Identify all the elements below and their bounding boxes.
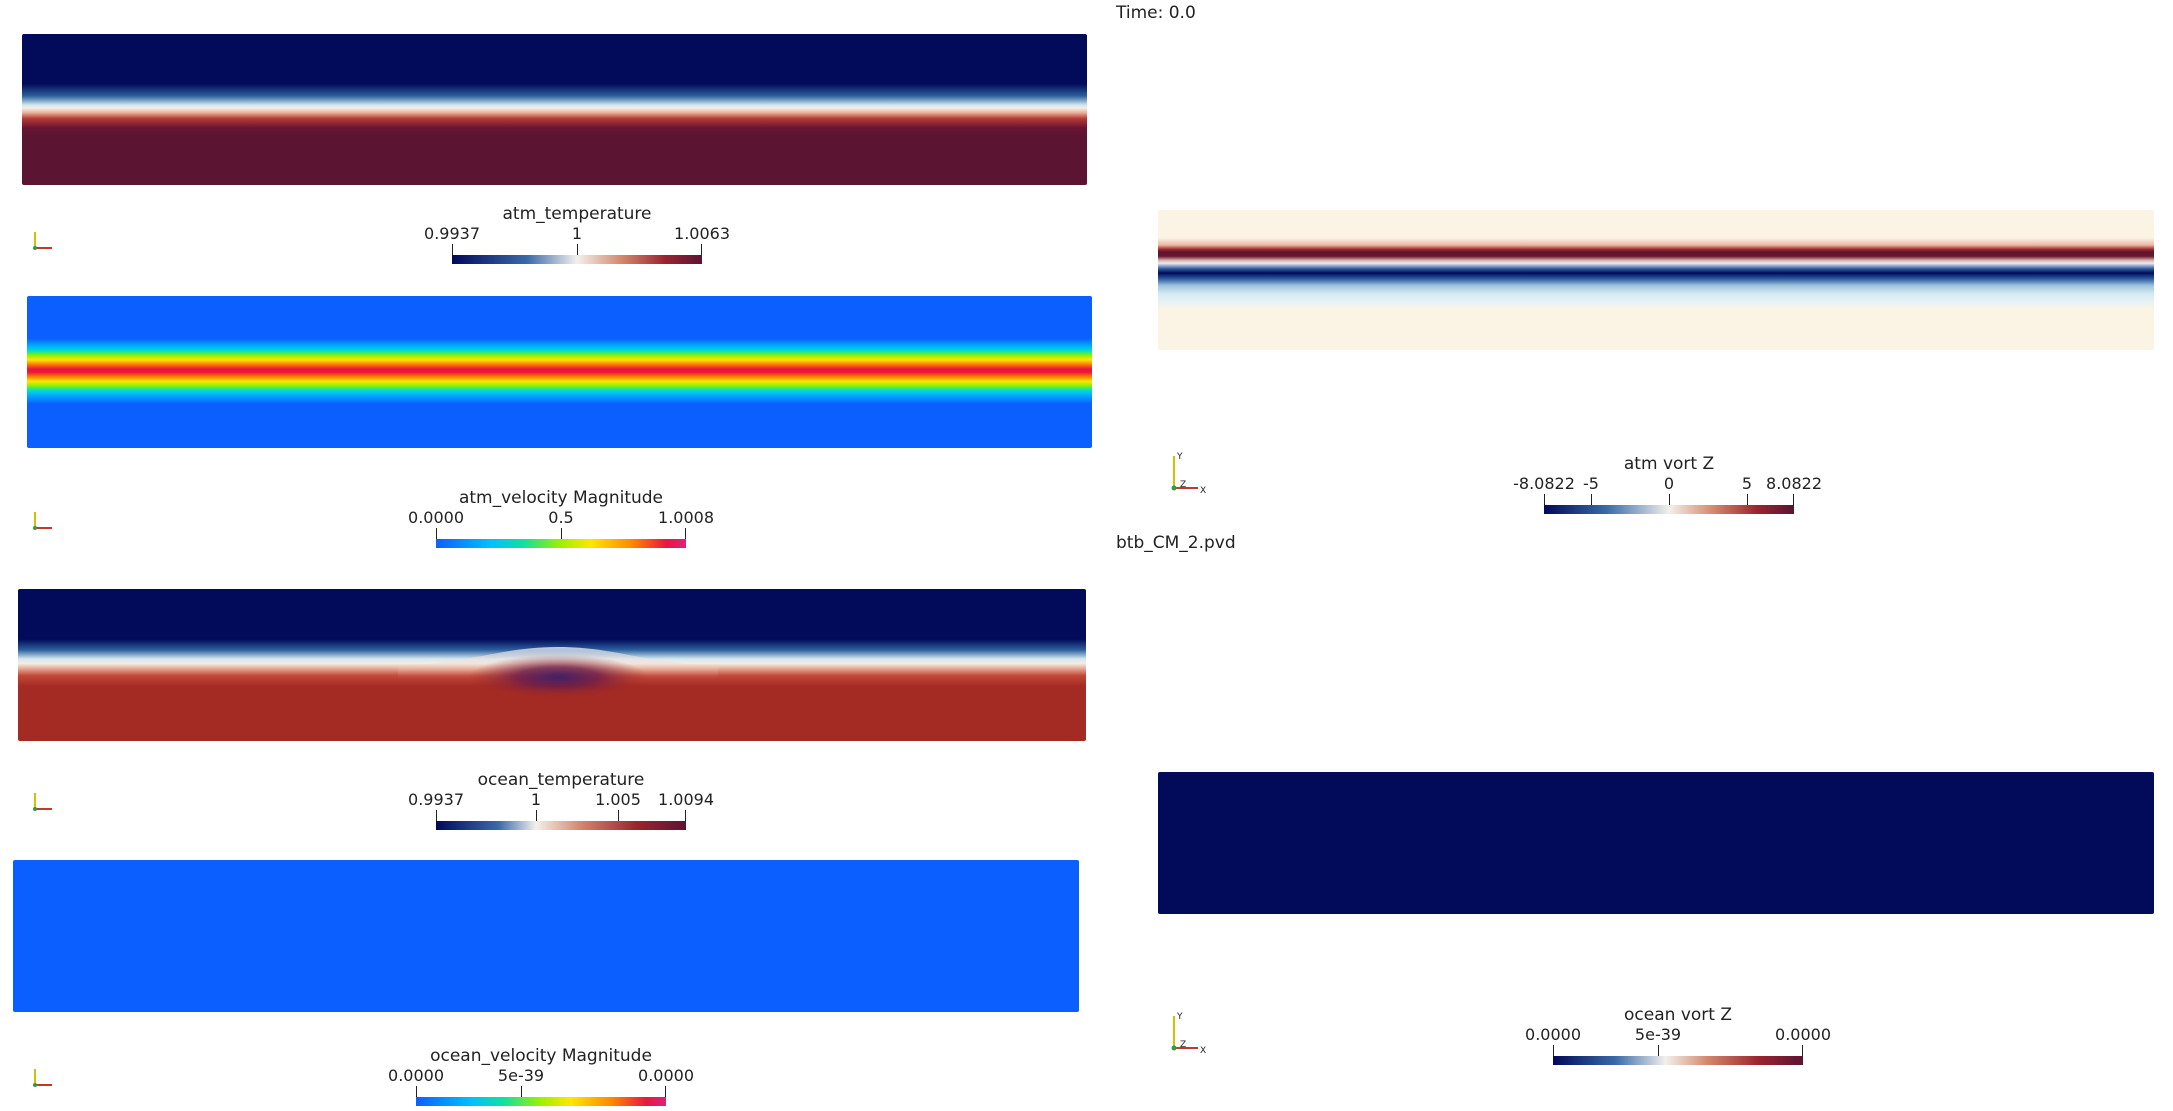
colorbar-tick-label: 0.9937 xyxy=(424,224,480,243)
ocean-velocity-colorbar-title: ocean_velocity Magnitude xyxy=(430,1046,652,1066)
axes-triad-icon xyxy=(32,506,76,550)
colorbar-tick-label: 5e-39 xyxy=(1634,1025,1682,1044)
ocean-temperature-colorbar: ocean_temperature 0.9937 1 1.005 1.0094 xyxy=(408,770,714,830)
colorbar-gradient xyxy=(436,821,686,830)
colorbar-tick xyxy=(1553,1045,1554,1056)
axis-z-label: Z xyxy=(1180,1040,1186,1050)
colorbar-tick-label: 0.0000 xyxy=(388,1066,444,1085)
ocean-velocity-field[interactable] xyxy=(13,860,1079,1012)
ocean-velocity-colorbar: ocean_velocity Magnitude 0.0000 5e-39 0.… xyxy=(388,1046,694,1106)
axis-x-label: X xyxy=(1200,486,1206,494)
colorbar-tick-label: 5e-39 xyxy=(497,1066,545,1085)
colorbar-tick xyxy=(1669,494,1670,505)
colorbar-gradient xyxy=(1553,1056,1803,1065)
colorbar-gradient xyxy=(436,539,686,548)
colorbar-tick xyxy=(1793,494,1794,505)
ocean-vort-colorbar: ocean vort Z 0.0000 5e-39 0.0000 xyxy=(1525,1005,1831,1065)
colorbar-tick xyxy=(1658,1045,1659,1056)
axes-triad-icon: Y Z X xyxy=(1168,1010,1212,1056)
ocean-temperature-field[interactable] xyxy=(18,589,1086,741)
atm-temperature-colorbar-title: atm_temperature xyxy=(502,204,652,224)
axes-triad-icon: Y Z X xyxy=(1168,450,1212,496)
colorbar-tick xyxy=(685,810,686,821)
colorbar-tick xyxy=(1591,494,1592,505)
colorbar-tick-label: 0.0000 xyxy=(1775,1025,1831,1044)
ocean-vort-colorbar-title: ocean vort Z xyxy=(1624,1005,1732,1025)
axes-triad-icon xyxy=(32,226,76,270)
atm-vort-colorbar: atm vort Z -8.0822 -5 0 5 8.0822 xyxy=(1513,454,1822,514)
colorbar-tick xyxy=(577,244,578,255)
atm-velocity-colorbar: atm_velocity Magnitude 0.0000 0.5 1.0008 xyxy=(408,488,714,548)
axes-triad-icon xyxy=(32,787,76,831)
colorbar-tick-label: -5 xyxy=(1583,474,1599,493)
atm-vort-colorbar-title: atm vort Z xyxy=(1623,454,1715,474)
colorbar-tick xyxy=(436,528,437,539)
colorbar-tick-label: 1.005 xyxy=(595,790,641,809)
colorbar-tick xyxy=(665,1086,666,1097)
axes-triad-icon xyxy=(32,1063,76,1107)
colorbar-tick xyxy=(521,1086,522,1097)
colorbar-gradient xyxy=(452,255,702,264)
colorbar-gradient xyxy=(1544,505,1794,514)
colorbar-tick-label: 1.0094 xyxy=(658,790,714,809)
colorbar-tick xyxy=(452,244,453,255)
colorbar-tick-label: 0 xyxy=(1663,474,1675,493)
colorbar-tick xyxy=(561,528,562,539)
colorbar-tick-label: 0.0000 xyxy=(408,508,464,527)
colorbar-tick xyxy=(436,810,437,821)
atm-temperature-colorbar: atm_temperature 0.9937 1 1.0063 xyxy=(424,204,730,264)
colorbar-tick-label: 8.0822 xyxy=(1766,474,1822,493)
colorbar-tick xyxy=(701,244,702,255)
file-label: btb_CM_2.pvd xyxy=(1116,533,1236,553)
colorbar-tick-label: 0.0000 xyxy=(638,1066,694,1085)
axis-z-label: Z xyxy=(1180,480,1186,490)
atm-velocity-colorbar-title: atm_velocity Magnitude xyxy=(458,488,664,508)
colorbar-tick-label: 0.0000 xyxy=(1525,1025,1581,1044)
atm-velocity-field[interactable] xyxy=(27,296,1092,448)
colorbar-tick-label: 1.0008 xyxy=(658,508,714,527)
atm-vort-field[interactable] xyxy=(1158,210,2154,350)
colorbar-tick-label: -8.0822 xyxy=(1513,474,1575,493)
colorbar-tick xyxy=(536,810,537,821)
ocean-temperature-bump xyxy=(398,647,718,699)
axis-x-label: X xyxy=(1200,1046,1206,1054)
colorbar-tick-label: 1 xyxy=(571,224,583,243)
ocean-vort-field[interactable] xyxy=(1158,772,2154,914)
colorbar-tick-label: 1 xyxy=(530,790,542,809)
colorbar-tick xyxy=(618,810,619,821)
colorbar-tick xyxy=(416,1086,417,1097)
ocean-temperature-colorbar-title: ocean_temperature xyxy=(477,770,645,790)
axis-y-label: Y xyxy=(1176,1012,1183,1022)
colorbar-tick-label: 1.0063 xyxy=(674,224,730,243)
colorbar-tick xyxy=(1544,494,1545,505)
colorbar-tick-label: 0.9937 xyxy=(408,790,464,809)
time-label: Time: 0.0 xyxy=(1116,3,1196,23)
axis-y-label: Y xyxy=(1176,452,1183,462)
colorbar-tick xyxy=(1802,1045,1803,1056)
colorbar-tick-label: 0.5 xyxy=(548,508,574,527)
colorbar-gradient xyxy=(416,1097,666,1106)
colorbar-tick-label: 5 xyxy=(1741,474,1753,493)
colorbar-tick xyxy=(685,528,686,539)
colorbar-tick xyxy=(1747,494,1748,505)
atm-temperature-field[interactable] xyxy=(22,34,1087,185)
